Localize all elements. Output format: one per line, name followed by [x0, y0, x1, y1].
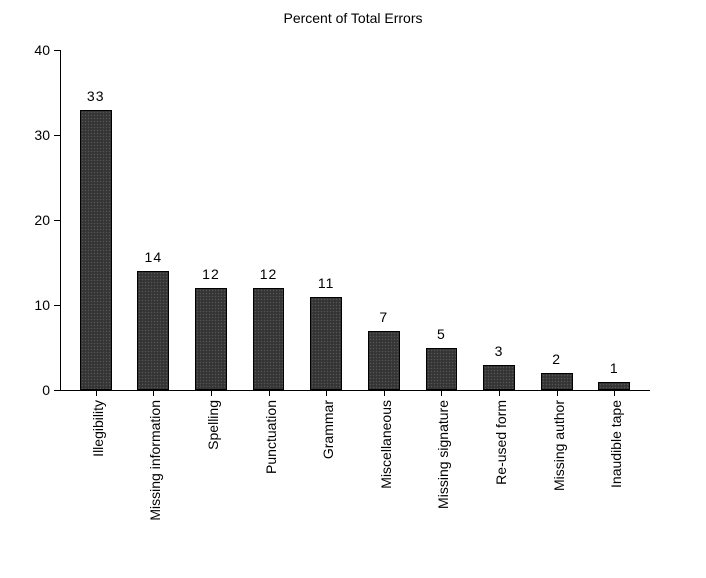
x-category-label: Illegibility	[90, 400, 106, 570]
x-tick	[211, 390, 212, 396]
y-tick-label: 20	[10, 212, 50, 228]
x-tick	[614, 390, 615, 396]
y-tick-label: 0	[10, 382, 50, 398]
x-tick	[499, 390, 500, 396]
bar-value-label: 12	[243, 266, 295, 282]
x-category-label: Spelling	[205, 400, 221, 570]
bar	[80, 110, 112, 391]
bar	[541, 373, 573, 390]
x-axis	[60, 390, 650, 391]
x-category-label: Punctuation	[263, 400, 279, 570]
x-category-label: Grammar	[320, 400, 336, 570]
y-tick	[54, 305, 60, 306]
bar-value-label: 33	[70, 88, 122, 104]
plot-area: 01020304033Illegibility14Missing informa…	[60, 50, 650, 390]
x-category-label: Miscellaneous	[378, 400, 394, 570]
x-tick	[326, 390, 327, 396]
y-tick	[54, 220, 60, 221]
bar	[598, 382, 630, 391]
bar	[483, 365, 515, 391]
chart-container: Percent of Total Errors 01020304033Illeg…	[0, 0, 706, 578]
y-tick-label: 10	[10, 297, 50, 313]
y-tick-label: 30	[10, 127, 50, 143]
x-category-label: Missing signature	[435, 400, 451, 570]
x-tick	[384, 390, 385, 396]
y-tick	[54, 390, 60, 391]
bar-value-label: 1	[588, 360, 640, 376]
bar	[310, 297, 342, 391]
y-axis	[60, 50, 61, 390]
bar-value-label: 12	[185, 266, 237, 282]
x-category-label: Missing author	[551, 400, 567, 570]
x-tick	[96, 390, 97, 396]
y-tick-label: 40	[10, 42, 50, 58]
bar	[195, 288, 227, 390]
x-tick	[269, 390, 270, 396]
bar-value-label: 2	[531, 351, 583, 367]
y-tick	[54, 50, 60, 51]
x-category-label: Inaudible tape	[608, 400, 624, 570]
bar-value-label: 5	[416, 326, 468, 342]
y-tick	[54, 135, 60, 136]
bar	[368, 331, 400, 391]
bar-value-label: 11	[300, 275, 352, 291]
x-tick	[557, 390, 558, 396]
bar	[426, 348, 458, 391]
bar-value-label: 14	[127, 249, 179, 265]
x-category-label: Re-used form	[493, 400, 509, 570]
bar	[253, 288, 285, 390]
bar-value-label: 7	[358, 309, 410, 325]
x-tick	[441, 390, 442, 396]
bar-value-label: 3	[473, 343, 525, 359]
bar	[137, 271, 169, 390]
chart-title: Percent of Total Errors	[0, 10, 706, 26]
x-category-label: Missing information	[147, 400, 163, 570]
x-tick	[153, 390, 154, 396]
